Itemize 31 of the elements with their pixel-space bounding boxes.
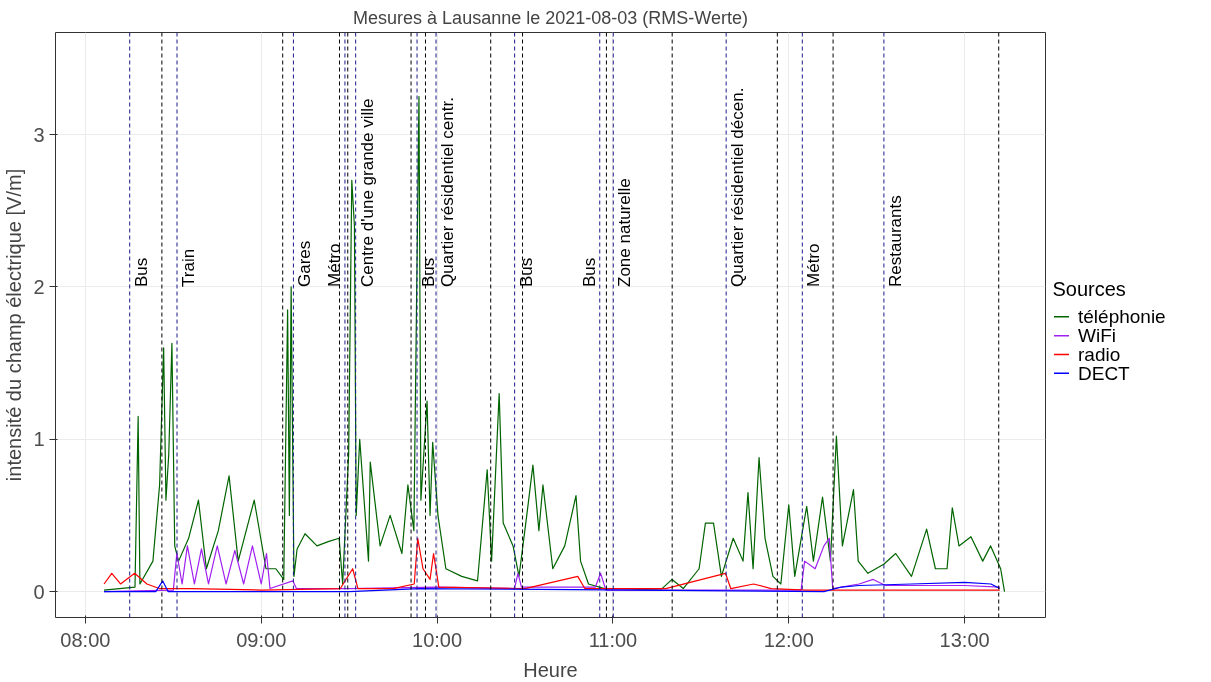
y-axis-title: intensité du champ électrique [V/m] (3, 168, 26, 482)
chart-title: Mesures à Lausanne le 2021-08-03 (RMS-Werte) (353, 7, 748, 28)
ref-line-label: Bus (131, 257, 151, 287)
legend-label: radio (1078, 343, 1121, 365)
y-tick-label: 0 (33, 580, 45, 603)
line-series (103, 580, 1001, 593)
ref-line-label: Bus (516, 257, 536, 287)
y-tick-label: 2 (33, 275, 45, 298)
ref-line-label: Restaurants (885, 195, 905, 287)
x-tick-label: 10:00 (412, 628, 463, 651)
ref-line-label: Zone naturelle (615, 178, 635, 287)
x-tick-label: 08:00 (60, 628, 111, 651)
legend-label: DECT (1078, 362, 1131, 384)
ref-line-label: Bus (579, 257, 599, 287)
legend-title: Sources (1052, 278, 1126, 301)
ref-line-label: Train (179, 248, 199, 287)
y-tick-label: 3 (33, 123, 45, 146)
x-tick-label: 12:00 (763, 628, 814, 651)
x-tick-label: 09:00 (236, 628, 287, 651)
ref-line-label: Bus (419, 257, 439, 287)
ref-line-label: Centre d'une grande ville (357, 98, 377, 287)
ref-line-label: Gares (295, 240, 315, 287)
x-tick-label: 11:00 (588, 628, 638, 651)
ref-line-label: Métro (324, 243, 344, 287)
y-tick-label: 1 (33, 428, 45, 451)
ref-line-label: Quartier résidentiel centr. (438, 97, 458, 287)
x-tick-label: 13:00 (939, 628, 990, 651)
legend-label: téléphonie (1078, 306, 1166, 328)
ref-line-label: Métro (804, 243, 824, 287)
ref-line-label: Quartier résidentiel décen. (728, 87, 748, 287)
x-axis-title: Heure (523, 658, 578, 681)
